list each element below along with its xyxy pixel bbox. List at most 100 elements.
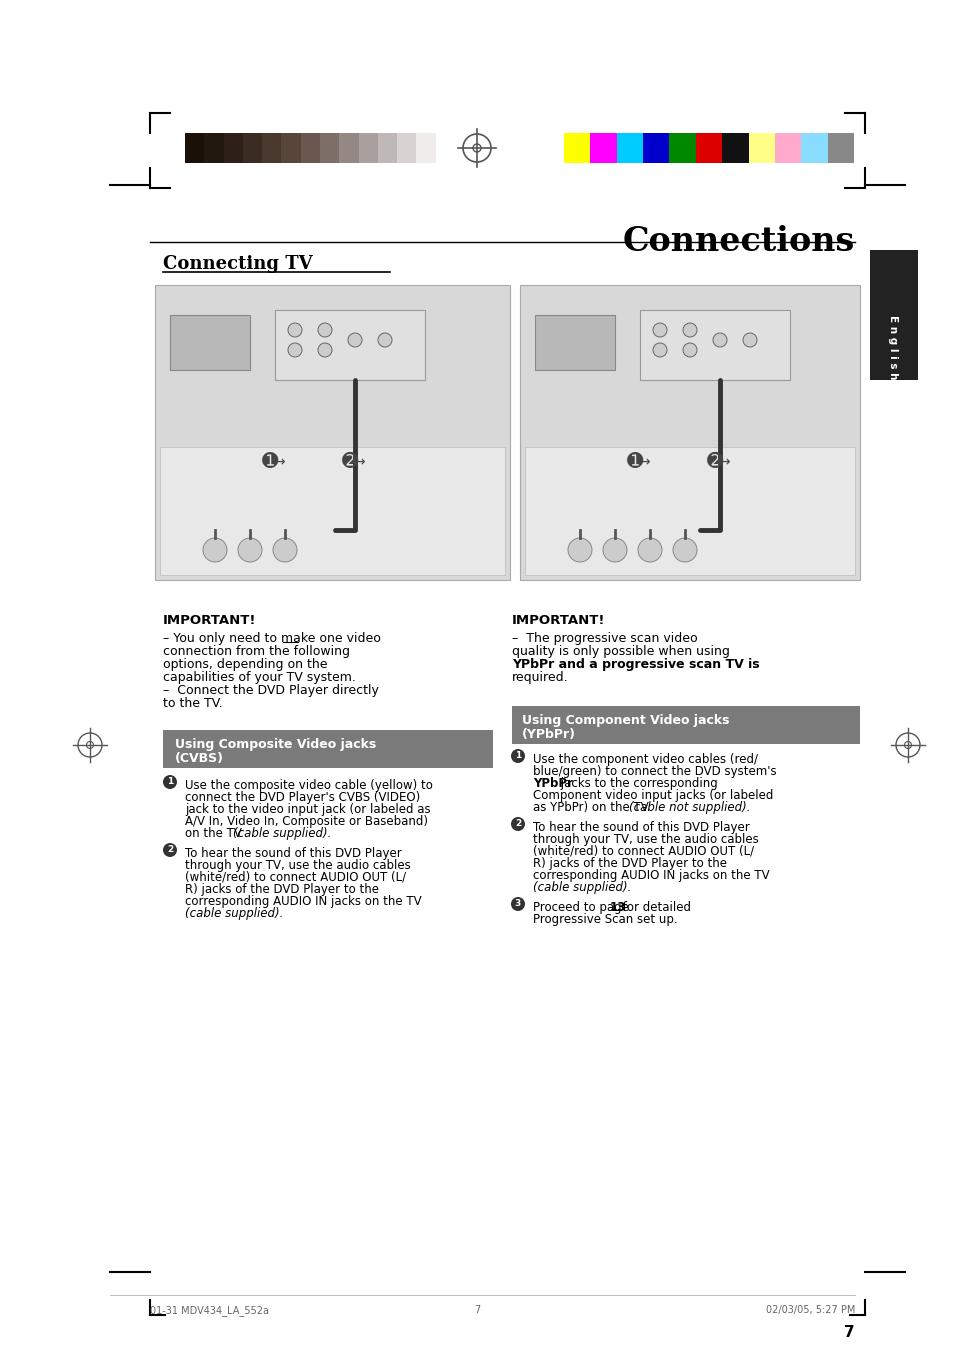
Text: R) jacks of the DVD Player to the: R) jacks of the DVD Player to the bbox=[185, 884, 378, 896]
Text: A/V In, Video In, Composite or Baseband): A/V In, Video In, Composite or Baseband) bbox=[185, 815, 428, 828]
Circle shape bbox=[682, 343, 697, 357]
Bar bbox=[436, 132, 455, 163]
Circle shape bbox=[288, 343, 302, 357]
Text: E n g l i s h: E n g l i s h bbox=[887, 315, 897, 380]
Text: jacks to the corresponding: jacks to the corresponding bbox=[557, 777, 717, 790]
Text: 2: 2 bbox=[167, 846, 172, 854]
Circle shape bbox=[652, 343, 666, 357]
Bar bbox=[721, 132, 748, 163]
Text: connection from the following: connection from the following bbox=[163, 644, 350, 658]
Circle shape bbox=[377, 332, 392, 347]
Bar bbox=[300, 132, 319, 163]
Text: Connecting TV: Connecting TV bbox=[163, 255, 313, 273]
Text: – You only need to make one video: – You only need to make one video bbox=[163, 632, 380, 644]
Bar bbox=[563, 132, 590, 163]
Bar bbox=[748, 132, 774, 163]
Text: as YPbPr) on the TV: as YPbPr) on the TV bbox=[533, 801, 652, 815]
Bar bbox=[377, 132, 396, 163]
Bar bbox=[519, 285, 859, 580]
Circle shape bbox=[203, 538, 227, 562]
Text: 2: 2 bbox=[515, 820, 520, 828]
Circle shape bbox=[638, 538, 661, 562]
Text: 01-31 MDV434_LA_552a: 01-31 MDV434_LA_552a bbox=[150, 1305, 269, 1316]
Circle shape bbox=[317, 343, 332, 357]
Text: →: → bbox=[353, 455, 364, 469]
Bar bbox=[416, 132, 436, 163]
Text: IMPORTANT!: IMPORTANT! bbox=[163, 613, 256, 627]
Circle shape bbox=[317, 323, 332, 336]
Bar bbox=[695, 132, 721, 163]
Text: →: → bbox=[718, 455, 729, 469]
Bar bbox=[339, 132, 358, 163]
Text: connect the DVD Player's CVBS (VIDEO): connect the DVD Player's CVBS (VIDEO) bbox=[185, 790, 420, 804]
Text: Use the composite video cable (yellow) to: Use the composite video cable (yellow) t… bbox=[185, 780, 433, 792]
Circle shape bbox=[511, 897, 524, 911]
Bar bbox=[639, 309, 789, 380]
Circle shape bbox=[348, 332, 361, 347]
Text: (cable supplied).: (cable supplied). bbox=[233, 827, 331, 840]
Text: ➋: ➋ bbox=[341, 453, 357, 471]
Text: YPbPr: YPbPr bbox=[533, 777, 572, 790]
Text: for detailed: for detailed bbox=[618, 901, 691, 915]
Text: R) jacks of the DVD Player to the: R) jacks of the DVD Player to the bbox=[533, 857, 726, 870]
Bar bbox=[204, 132, 223, 163]
Bar bbox=[170, 315, 250, 370]
Circle shape bbox=[602, 538, 626, 562]
Text: –  The progressive scan video: – The progressive scan video bbox=[512, 632, 697, 644]
Text: 02/03/05, 5:27 PM: 02/03/05, 5:27 PM bbox=[765, 1305, 854, 1315]
Bar bbox=[185, 132, 204, 163]
Bar bbox=[512, 707, 859, 744]
Bar bbox=[524, 447, 854, 576]
Circle shape bbox=[237, 538, 262, 562]
Text: (white/red) to connect AUDIO OUT (L/: (white/red) to connect AUDIO OUT (L/ bbox=[185, 871, 406, 884]
Text: (white/red) to connect AUDIO OUT (L/: (white/red) to connect AUDIO OUT (L/ bbox=[533, 844, 753, 858]
Bar bbox=[396, 132, 416, 163]
Bar bbox=[774, 132, 801, 163]
Bar bbox=[319, 132, 339, 163]
Text: IMPORTANT!: IMPORTANT! bbox=[512, 613, 605, 627]
Text: (cable supplied).: (cable supplied). bbox=[185, 907, 283, 920]
Text: to the TV.: to the TV. bbox=[163, 697, 222, 711]
Text: Use the component video cables (red/: Use the component video cables (red/ bbox=[533, 753, 758, 766]
Text: –  Connect the DVD Player directly: – Connect the DVD Player directly bbox=[163, 684, 378, 697]
Text: blue/green) to connect the DVD system's: blue/green) to connect the DVD system's bbox=[533, 765, 776, 778]
Bar bbox=[869, 250, 917, 380]
Bar bbox=[590, 132, 616, 163]
Text: Using Component Video jacks: Using Component Video jacks bbox=[521, 713, 729, 727]
Text: Progressive Scan set up.: Progressive Scan set up. bbox=[533, 913, 677, 925]
Bar bbox=[358, 132, 377, 163]
Circle shape bbox=[712, 332, 726, 347]
Bar bbox=[801, 132, 827, 163]
Text: 13: 13 bbox=[609, 901, 625, 915]
Text: on the TV: on the TV bbox=[185, 827, 245, 840]
Text: 1: 1 bbox=[167, 777, 172, 786]
Bar bbox=[281, 132, 300, 163]
Text: Using Composite Video jacks: Using Composite Video jacks bbox=[174, 738, 375, 751]
Circle shape bbox=[672, 538, 697, 562]
Text: YPbPr and a progressive scan TV is: YPbPr and a progressive scan TV is bbox=[512, 658, 759, 671]
Bar bbox=[223, 132, 243, 163]
Text: corresponding AUDIO IN jacks on the TV: corresponding AUDIO IN jacks on the TV bbox=[185, 894, 421, 908]
Text: 7: 7 bbox=[843, 1325, 854, 1340]
Text: Proceed to page: Proceed to page bbox=[533, 901, 632, 915]
Text: Component video input jacks (or labeled: Component video input jacks (or labeled bbox=[533, 789, 773, 802]
Bar bbox=[243, 132, 262, 163]
Text: →: → bbox=[638, 455, 649, 469]
Text: (cable not supplied).: (cable not supplied). bbox=[628, 801, 750, 815]
Circle shape bbox=[742, 332, 757, 347]
Circle shape bbox=[273, 538, 296, 562]
Text: jack to the video input jack (or labeled as: jack to the video input jack (or labeled… bbox=[185, 802, 430, 816]
Text: →: → bbox=[273, 455, 284, 469]
Circle shape bbox=[288, 323, 302, 336]
Circle shape bbox=[682, 323, 697, 336]
Circle shape bbox=[511, 748, 524, 763]
Text: options, depending on the: options, depending on the bbox=[163, 658, 327, 671]
Text: ➋: ➋ bbox=[706, 453, 722, 471]
Text: To hear the sound of this DVD Player: To hear the sound of this DVD Player bbox=[185, 847, 401, 861]
Bar bbox=[642, 132, 669, 163]
Text: (YPbPr): (YPbPr) bbox=[521, 728, 576, 740]
Text: required.: required. bbox=[512, 671, 568, 684]
Bar bbox=[274, 309, 424, 380]
Text: capabilities of your TV system.: capabilities of your TV system. bbox=[163, 671, 355, 684]
Text: To hear the sound of this DVD Player: To hear the sound of this DVD Player bbox=[533, 821, 749, 834]
